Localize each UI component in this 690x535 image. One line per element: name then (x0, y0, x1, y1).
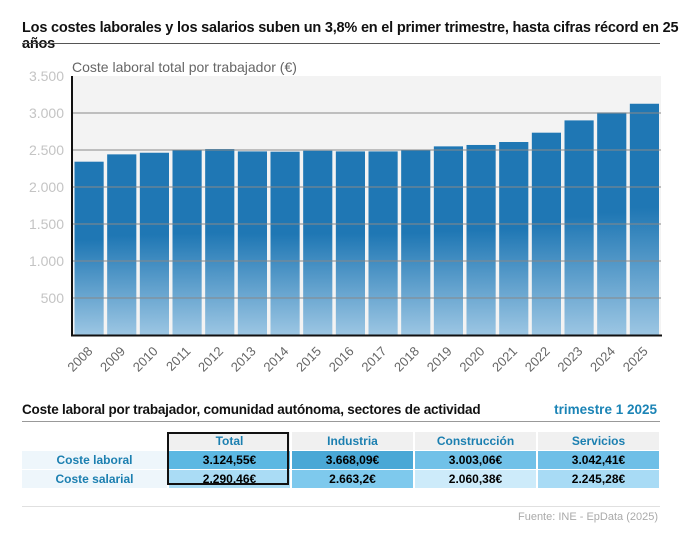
bar-2017 (368, 151, 398, 335)
y-tick-label: 2.500 (29, 142, 64, 158)
data-table: Total Industria Construcción Servicios C… (22, 432, 661, 489)
y-tick-label: 2.000 (29, 179, 64, 195)
x-tick-label: 2015 (293, 344, 324, 375)
table-row: Coste salarial 2.290,46€ 2.663,2€ 2.060,… (22, 469, 661, 489)
table-header-row: Total Industria Construcción Servicios (22, 432, 661, 451)
x-tick-label: 2017 (358, 344, 389, 375)
bar-2018 (401, 150, 431, 335)
bar-2019 (433, 146, 463, 335)
plot-background (73, 76, 661, 335)
x-tick-label: 2010 (130, 344, 161, 375)
x-tick-label: 2025 (620, 344, 651, 375)
total-column-highlight (167, 432, 289, 485)
bar-2022 (531, 132, 561, 335)
x-tick-label: 2011 (163, 344, 193, 374)
x-tick-label: 2022 (522, 344, 553, 375)
y-tick-label: 1.000 (29, 253, 64, 269)
bar-2025 (629, 103, 659, 335)
bar-2016 (335, 151, 365, 335)
row-label: Coste laboral (22, 450, 169, 470)
x-tick-label: 2020 (456, 344, 487, 375)
x-tick-label: 2008 (64, 344, 95, 375)
x-tick-label: 2019 (424, 344, 455, 375)
x-tick-label: 2013 (228, 344, 259, 375)
table-period: trimestre 1 2025 (554, 402, 657, 417)
table-cell: 3.003,06€ (414, 450, 538, 470)
table-cell: 2.663,2€ (291, 469, 415, 489)
column-header: Construcción (414, 432, 538, 451)
table-cell: 3.124,55€ (168, 450, 292, 470)
bar-2008 (74, 161, 104, 335)
bar-2009 (107, 154, 137, 335)
bar-2015 (303, 150, 333, 335)
column-header: Industria (291, 432, 415, 451)
chart-title: Coste laboral total por trabajador (€) (72, 59, 297, 75)
table-cell: 3.042,41€ (537, 450, 661, 470)
column-header: Servicios (537, 432, 661, 451)
x-tick-label: 2021 (489, 344, 520, 375)
bar-2010 (139, 152, 169, 335)
x-tick-label: 2009 (97, 344, 128, 375)
x-tick-label: 2018 (391, 344, 422, 375)
bar-2012 (205, 149, 235, 335)
y-tick-label: 1.500 (29, 216, 64, 232)
x-tick-label: 2012 (195, 344, 226, 375)
bar-2023 (564, 120, 594, 336)
main-title: Los costes laborales y los salarios sube… (22, 20, 679, 52)
table-cell: 3.668,09€ (291, 450, 415, 470)
title-divider (22, 43, 660, 44)
x-tick-label: 2023 (554, 344, 585, 375)
y-tick-label: 3.000 (29, 105, 64, 121)
table-cell: 2.060,38€ (414, 469, 538, 489)
bar-2021 (499, 142, 529, 335)
x-tick-label: 2016 (326, 344, 357, 375)
y-tick-label: 500 (41, 290, 65, 306)
bar-2020 (466, 144, 496, 335)
footer-divider (22, 506, 660, 507)
y-tick-label: 3.500 (29, 68, 64, 84)
row-label: Coste salarial (22, 469, 169, 489)
x-tick-label: 2014 (260, 344, 291, 375)
table-title-divider (22, 421, 660, 422)
bar-2014 (270, 151, 300, 335)
bar-2011 (172, 150, 202, 335)
table-cell: 2.245,28€ (537, 469, 661, 489)
x-tick-label: 2024 (587, 344, 618, 375)
column-header: Total (168, 432, 292, 451)
table-row: Coste laboral 3.124,55€ 3.668,09€ 3.003,… (22, 450, 661, 470)
table-title: Coste laboral por trabajador, comunidad … (22, 402, 481, 417)
source-note: Fuente: INE - EpData (2025) (517, 511, 658, 523)
bar-2013 (237, 151, 267, 335)
